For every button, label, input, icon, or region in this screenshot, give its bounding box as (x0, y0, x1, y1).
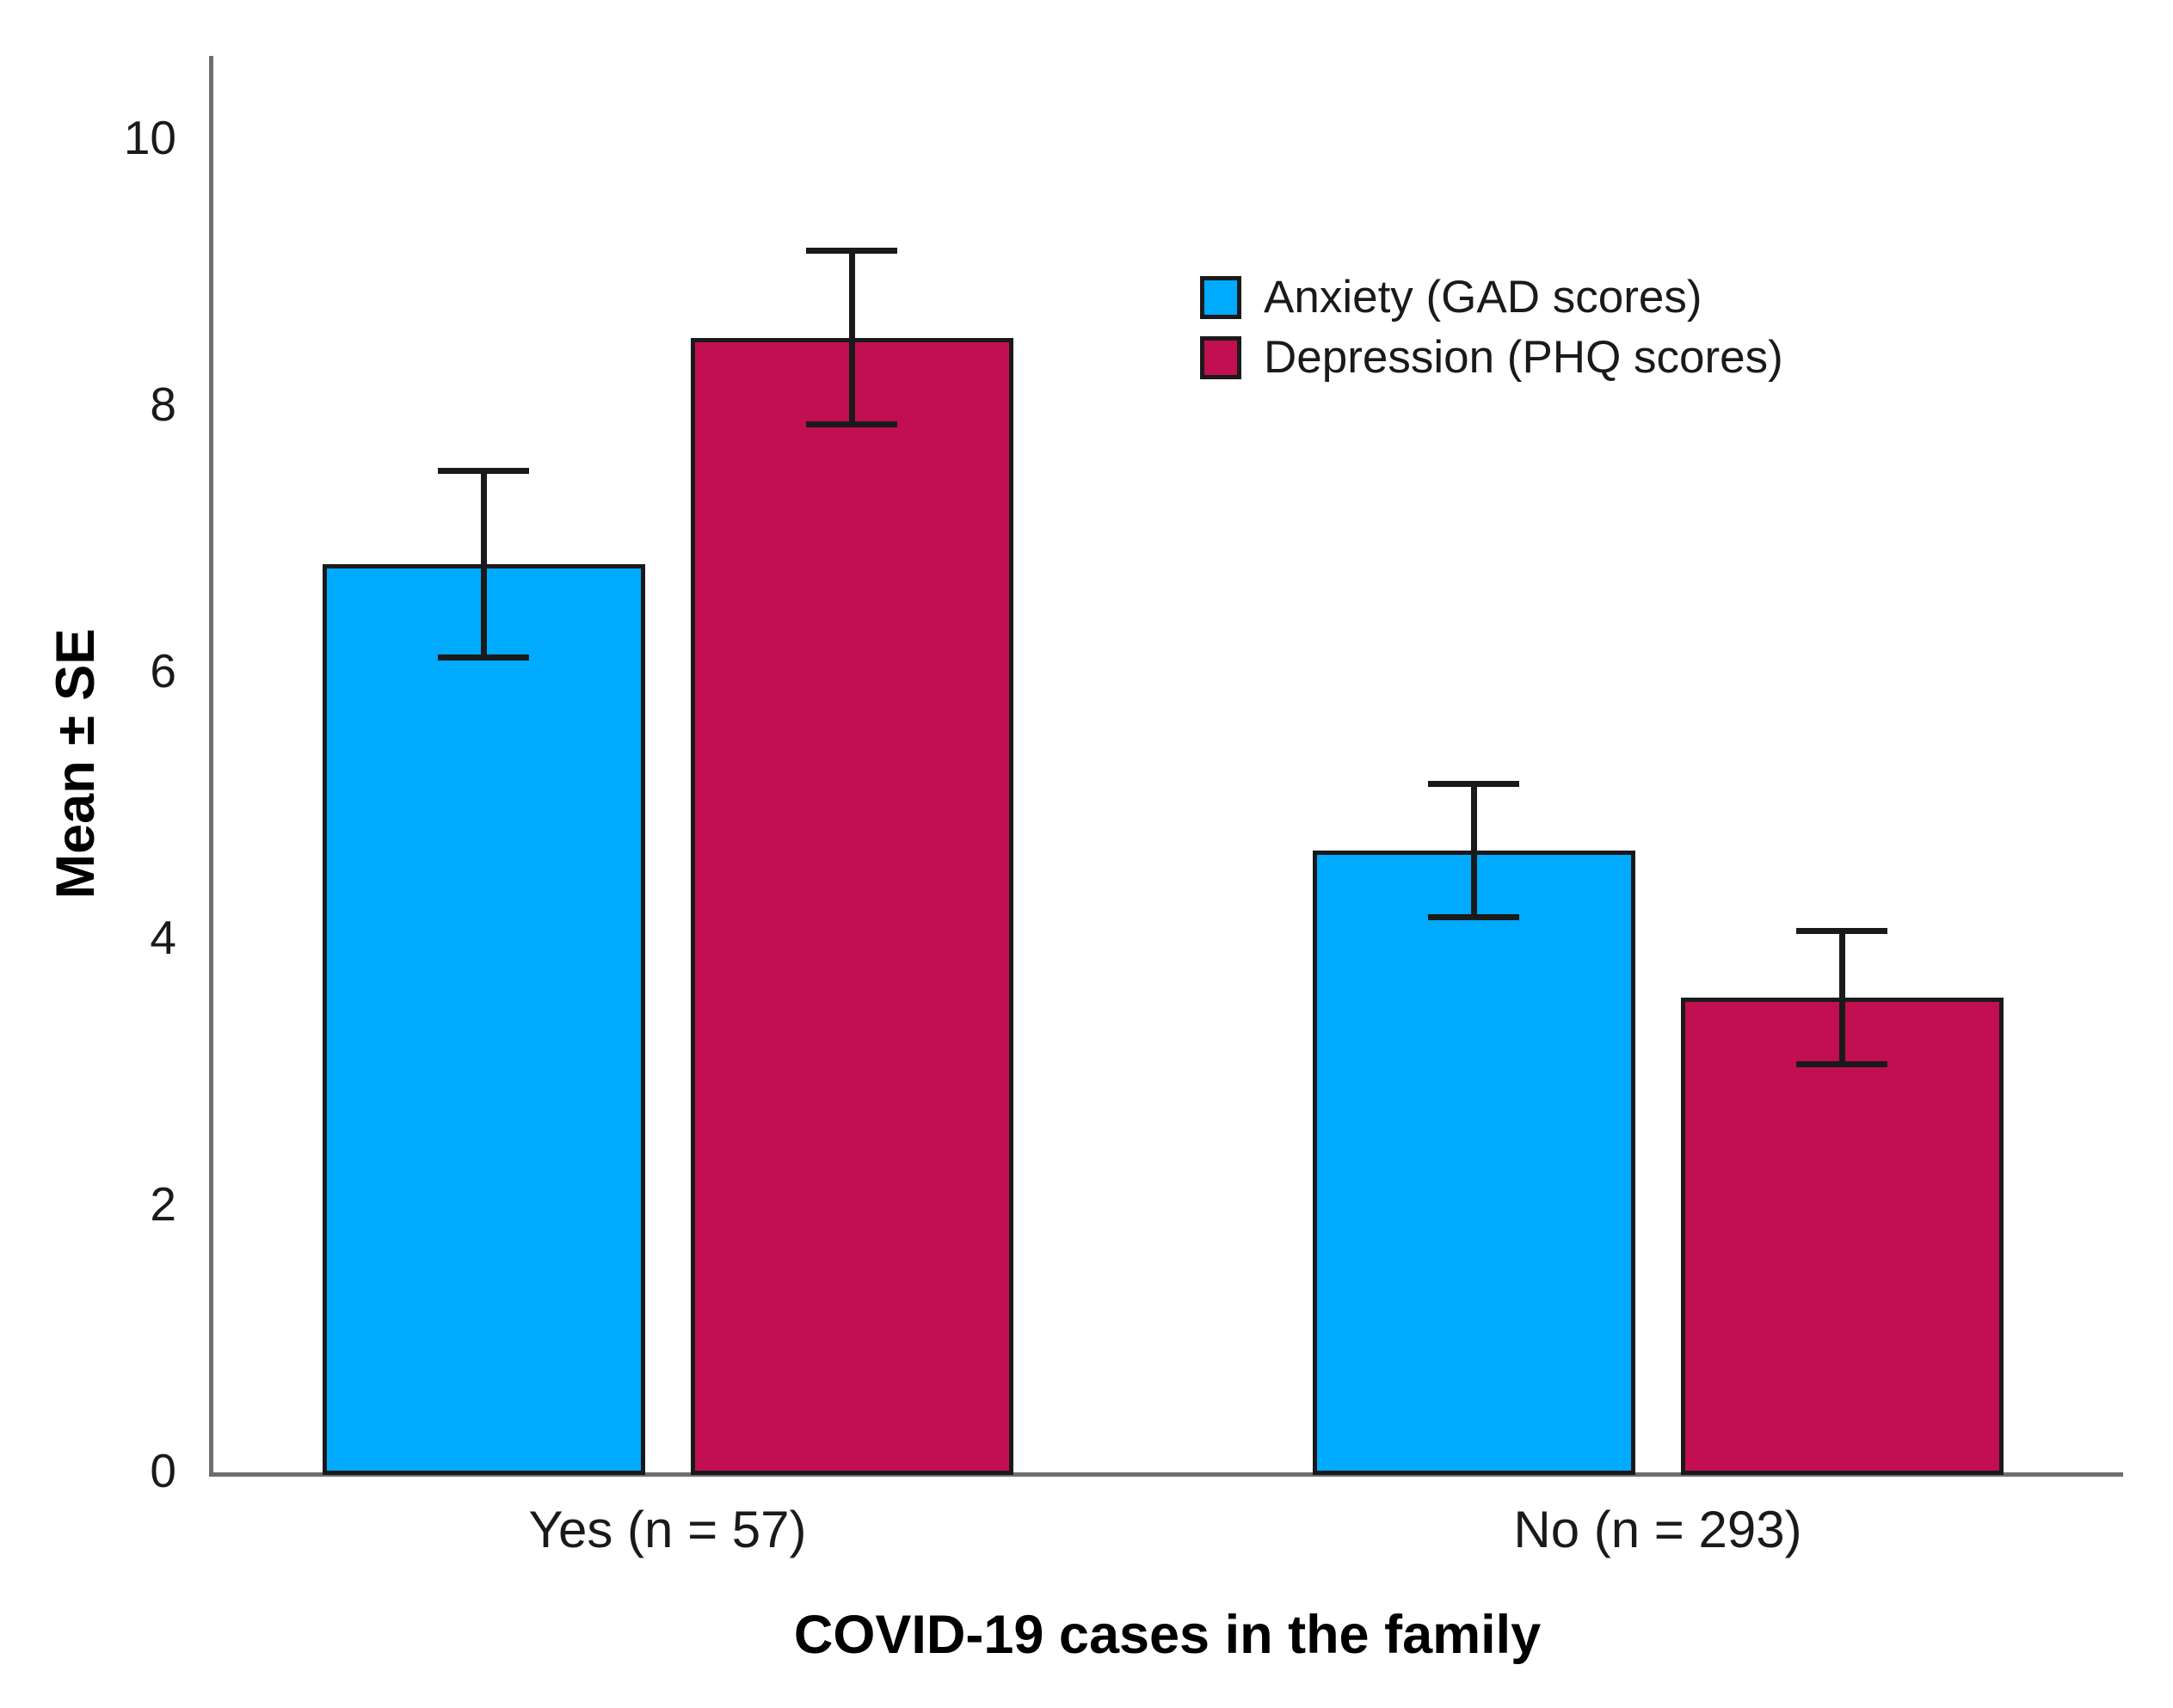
legend-label-anxiety: Anxiety (GAD scores) (1264, 272, 1702, 323)
error-bar-cap (1428, 914, 1519, 921)
bar-anxiety-yes (322, 564, 645, 1475)
legend-swatch-anxiety (1200, 275, 1241, 319)
error-bar-cap (806, 421, 897, 427)
error-bar-cap (438, 468, 529, 474)
bar-depression-no (1680, 997, 2004, 1475)
y-tick-label: 0 (150, 1444, 176, 1497)
legend-item-anxiety: Anxiety (GAD scores) (1200, 273, 1783, 321)
x-category-label: Yes (n = 57) (528, 1501, 807, 1558)
error-bar-line (1838, 931, 1845, 1065)
legend-item-depression: Depression (PHQ scores) (1200, 334, 1783, 381)
legend-swatch-depression (1200, 335, 1241, 379)
bar-anxiety-no (1312, 851, 1635, 1475)
error-bar-cap (806, 248, 897, 255)
y-tick-label: 8 (150, 378, 176, 431)
error-bar-cap (1796, 1060, 1887, 1067)
legend: Anxiety (GAD scores) Depression (PHQ sco… (1200, 273, 1783, 394)
error-bar-cap (1796, 927, 1887, 934)
x-category-label: No (n = 293) (1513, 1501, 1802, 1558)
x-axis-line (209, 1472, 2123, 1477)
error-bar-line (480, 470, 487, 658)
error-bar-cap (1428, 781, 1519, 788)
bar-depression-yes (690, 337, 1013, 1475)
y-tick-label: 4 (150, 911, 176, 964)
y-tick-label: 6 (150, 644, 176, 697)
legend-label-depression: Depression (PHQ scores) (1264, 332, 1783, 383)
y-axis-line (209, 56, 213, 1475)
error-bar-cap (438, 654, 529, 660)
error-bar-line (848, 250, 855, 425)
y-tick-label: 10 (123, 111, 176, 164)
y-tick-label: 2 (150, 1177, 176, 1231)
error-bar-line (1470, 783, 1477, 918)
x-axis-title: COVID-19 cases in the family (793, 1605, 1542, 1665)
